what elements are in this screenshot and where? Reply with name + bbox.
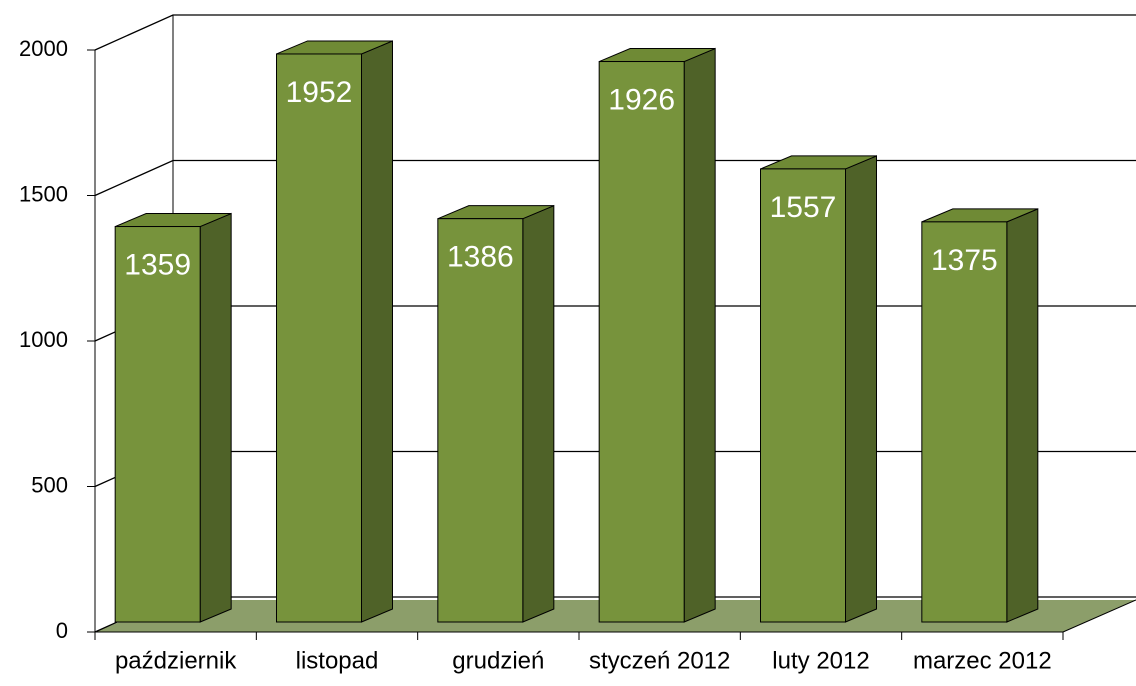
bar-side: [361, 40, 393, 623]
x-tick-label: październik: [115, 647, 237, 674]
y-tick-label: 1500: [19, 181, 68, 206]
grid-line: [94, 14, 1136, 51]
y-tick-label: 2000: [19, 36, 68, 61]
y-tick-label: 1000: [19, 327, 68, 352]
x-tick-label: luty 2012: [772, 647, 869, 674]
bar: [760, 168, 846, 623]
y-tick-label: 0: [56, 618, 68, 643]
x-axis-depth: [1062, 599, 1136, 633]
value-label: 1926: [608, 83, 675, 116]
value-label: 1386: [447, 241, 514, 274]
bar-side: [1006, 208, 1039, 623]
bar: [114, 226, 201, 623]
bar-side: [199, 212, 232, 623]
bar: [921, 221, 1008, 623]
value-label: 1359: [124, 248, 191, 281]
x-tick-label: marzec 2012: [913, 647, 1052, 674]
value-label: 1375: [931, 244, 998, 277]
x-tick-label: grudzień: [452, 647, 544, 674]
x-tick-label: styczeń 2012: [589, 647, 730, 674]
bar-side: [845, 155, 877, 623]
x-tick-label: listopad: [296, 647, 379, 674]
bar: [276, 53, 362, 623]
bar-side: [683, 47, 716, 623]
y-tick-label: 500: [31, 472, 68, 497]
value-label: 1952: [286, 76, 353, 109]
bar-side: [522, 204, 555, 623]
value-label: 1557: [770, 191, 837, 224]
bar: [437, 218, 524, 623]
bar: [598, 61, 685, 623]
